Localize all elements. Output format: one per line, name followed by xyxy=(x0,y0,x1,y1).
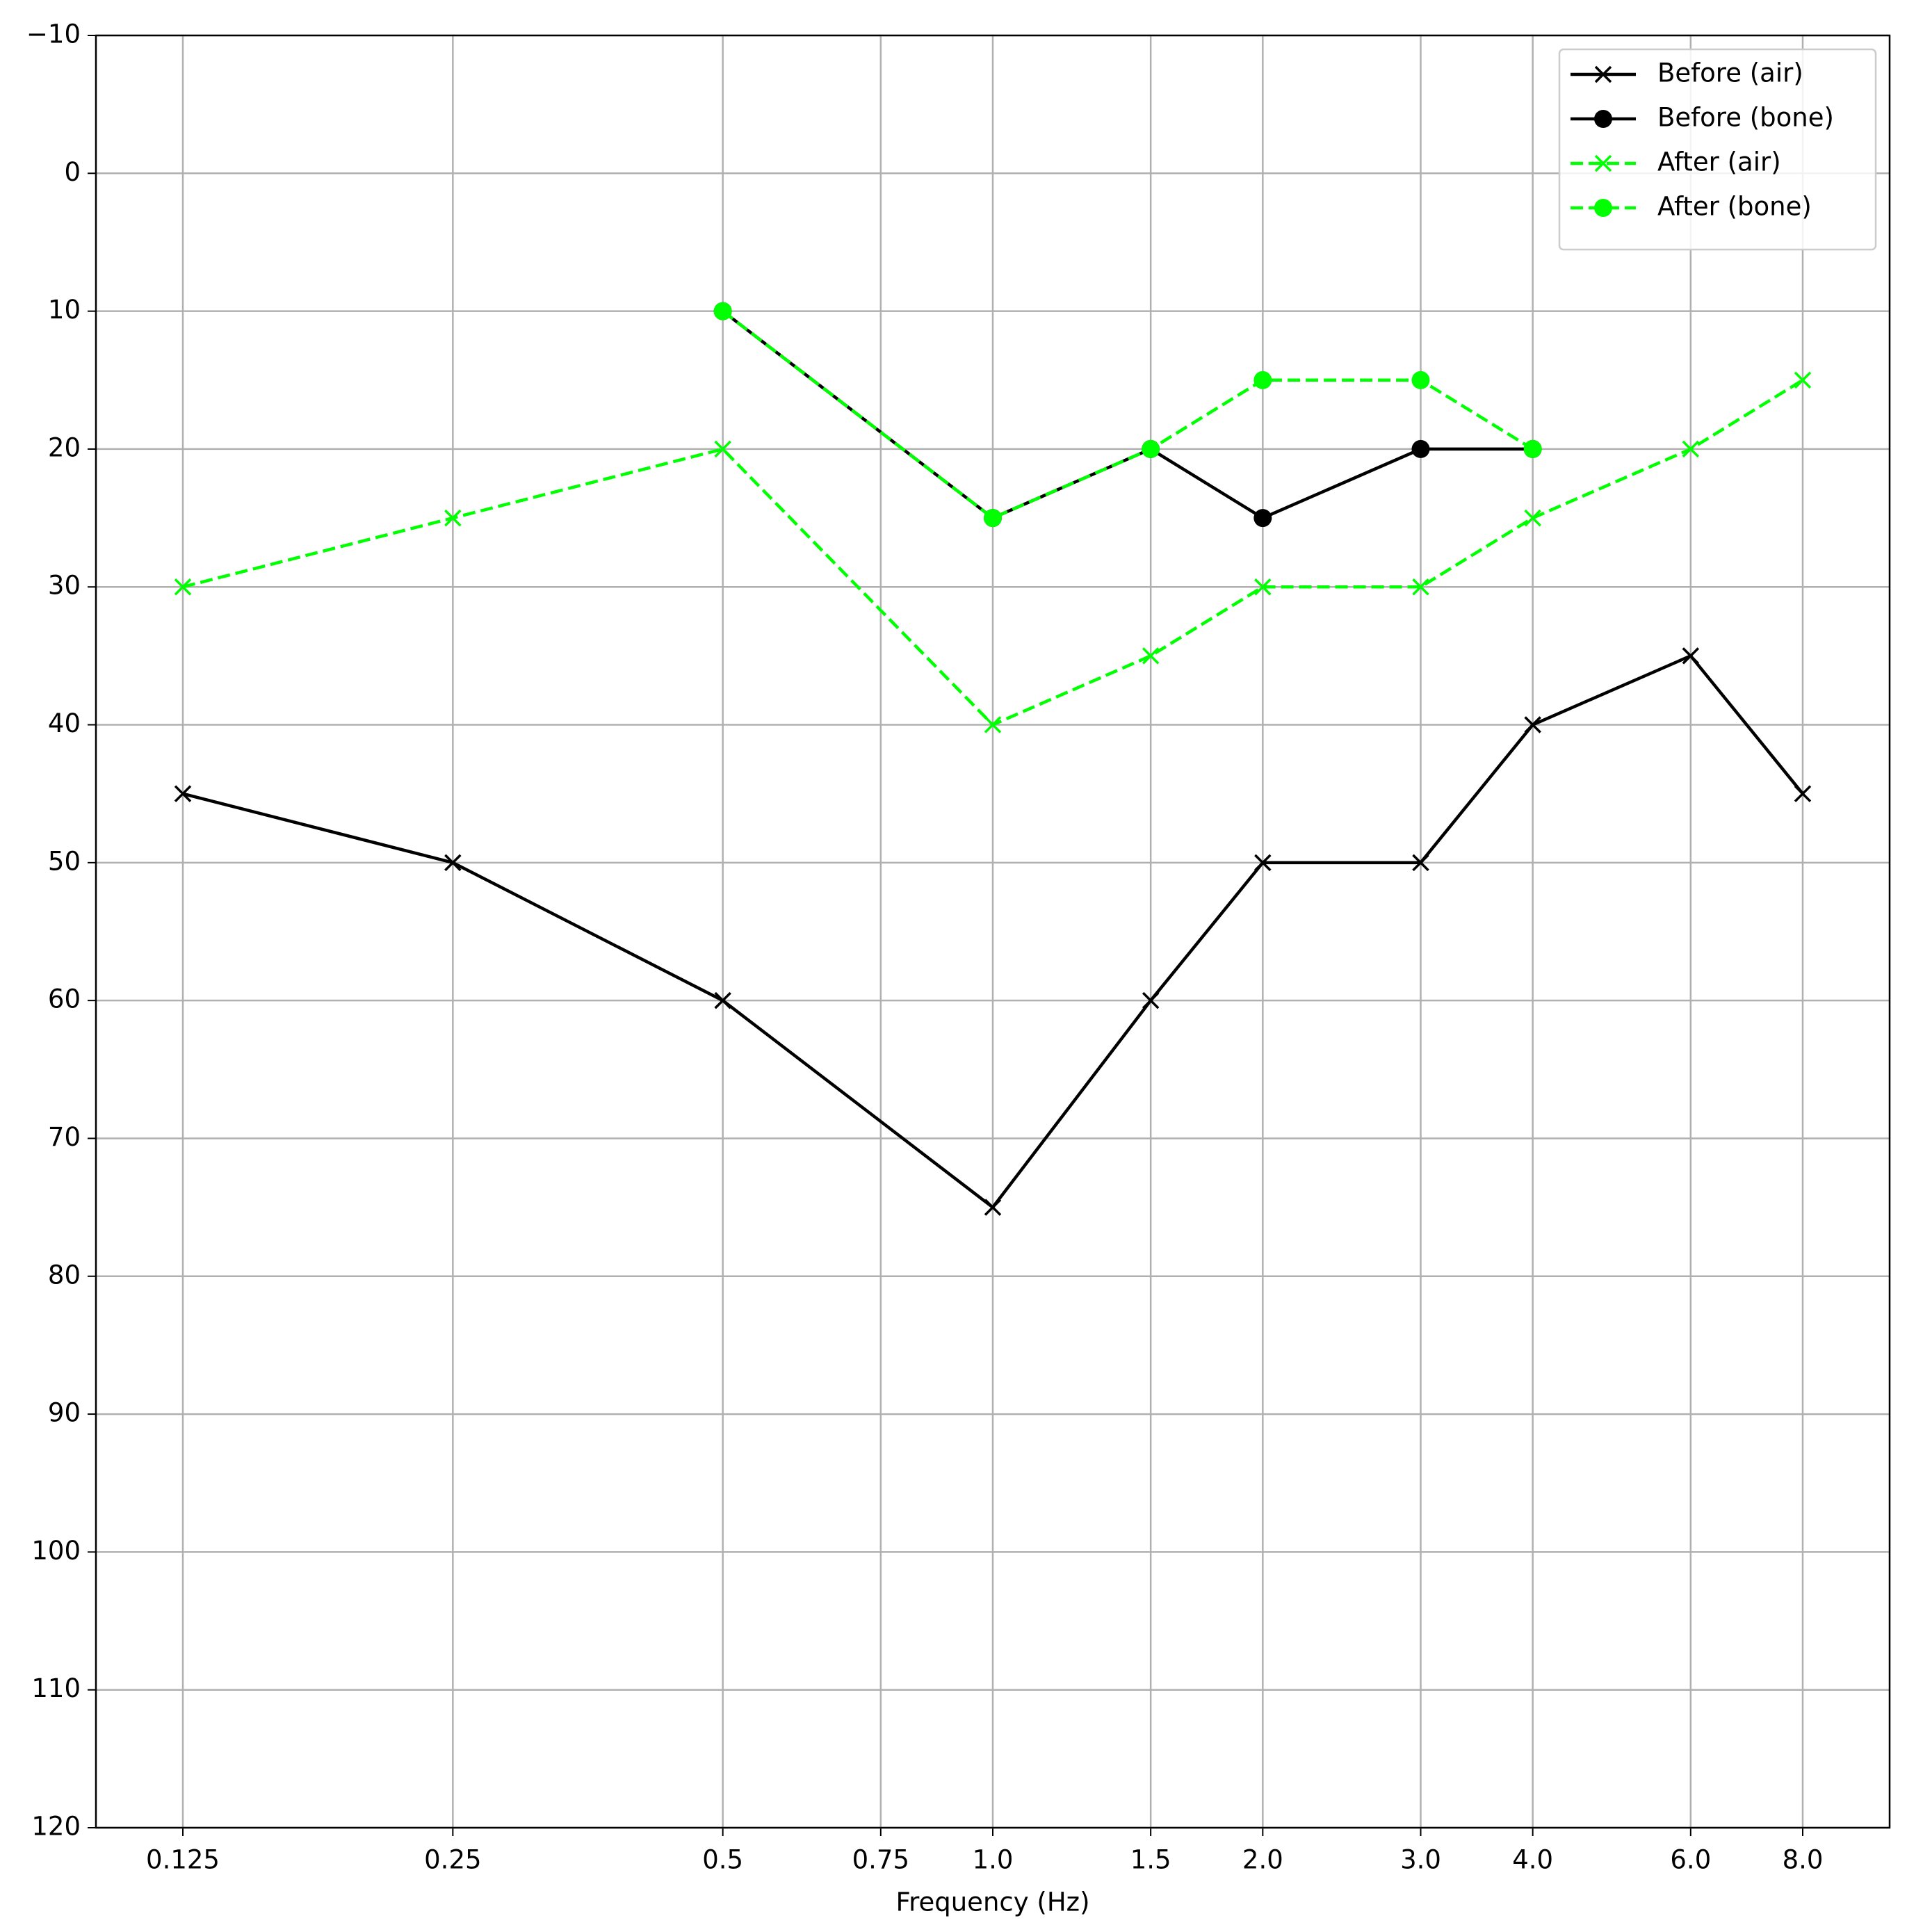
marker xyxy=(1412,854,1429,872)
marker xyxy=(1142,647,1160,665)
marker xyxy=(1524,716,1541,733)
y-tick-label: 60 xyxy=(48,984,81,1014)
y-tick-label: 40 xyxy=(48,708,81,738)
marker xyxy=(1253,371,1272,389)
marker xyxy=(1682,440,1700,458)
marker xyxy=(714,440,731,458)
marker xyxy=(1254,578,1272,596)
x-tick-label: 8.0 xyxy=(1783,1845,1824,1875)
marker xyxy=(1594,199,1612,217)
marker xyxy=(1682,647,1700,665)
y-tick-label: 30 xyxy=(48,571,81,601)
x-tick-label: 2.0 xyxy=(1242,1845,1283,1875)
marker xyxy=(984,1199,1002,1216)
marker xyxy=(174,785,192,802)
y-tick-label: 0 xyxy=(64,157,81,187)
x-tick-label: 1.5 xyxy=(1130,1845,1171,1875)
legend-label: After (bone) xyxy=(1657,192,1812,222)
marker xyxy=(1253,509,1272,528)
legend-label: After (air) xyxy=(1657,147,1781,177)
series-line xyxy=(722,309,1533,520)
y-tick-label: 20 xyxy=(48,432,81,462)
legend-box xyxy=(1558,48,1877,251)
x-tick-label: 1.0 xyxy=(973,1845,1014,1875)
y-tick-label: 90 xyxy=(48,1398,81,1428)
series xyxy=(713,302,1542,528)
x-tick-label: 4.0 xyxy=(1512,1845,1553,1875)
series xyxy=(174,371,1812,733)
marker xyxy=(1411,439,1430,458)
marker xyxy=(984,716,1002,733)
legend-label: Before (bone) xyxy=(1657,103,1834,133)
x-axis-label: Frequency (Hz) xyxy=(895,1888,1089,1917)
x-tick-label: 0.75 xyxy=(852,1845,909,1875)
marker xyxy=(1594,65,1612,83)
x-tick-label: 0.25 xyxy=(424,1845,481,1875)
y-tick-label: 80 xyxy=(48,1260,81,1290)
marker xyxy=(714,991,731,1009)
marker xyxy=(444,509,462,527)
marker xyxy=(1142,991,1160,1009)
x-tick-label: 0.125 xyxy=(146,1845,220,1875)
marker xyxy=(444,854,462,872)
marker xyxy=(1411,371,1430,389)
y-tick-label: −10 xyxy=(26,19,81,49)
x-tick-label: 3.0 xyxy=(1400,1845,1441,1875)
series-line xyxy=(182,378,1804,727)
legend-label: Before (air) xyxy=(1657,58,1803,88)
series xyxy=(174,647,1812,1216)
y-tick-label: 70 xyxy=(48,1122,81,1152)
marker xyxy=(1794,785,1812,802)
marker xyxy=(1142,439,1160,458)
x-tick-label: 0.5 xyxy=(702,1845,743,1875)
series-line xyxy=(722,309,1534,520)
marker xyxy=(1594,154,1612,172)
marker xyxy=(174,578,192,596)
marker xyxy=(1594,110,1612,128)
y-tick-label: 110 xyxy=(31,1673,81,1703)
plot-frame xyxy=(95,34,1891,1829)
marker xyxy=(713,302,732,320)
y-tick-label: 100 xyxy=(31,1536,81,1566)
series xyxy=(713,302,1542,528)
marker xyxy=(1254,854,1272,872)
marker xyxy=(1524,509,1541,527)
series-line xyxy=(182,654,1804,1210)
marker xyxy=(1523,439,1542,458)
marker xyxy=(984,509,1002,528)
x-tick-label: 6.0 xyxy=(1670,1845,1711,1875)
legend: Before (air) Before (bone) After (air) Afte… xyxy=(1558,48,1877,251)
y-tick-label: 120 xyxy=(31,1812,81,1842)
marker xyxy=(1412,578,1429,596)
y-tick-label: 50 xyxy=(48,846,81,876)
y-tick-label: 10 xyxy=(48,295,81,325)
marker xyxy=(1794,371,1812,389)
